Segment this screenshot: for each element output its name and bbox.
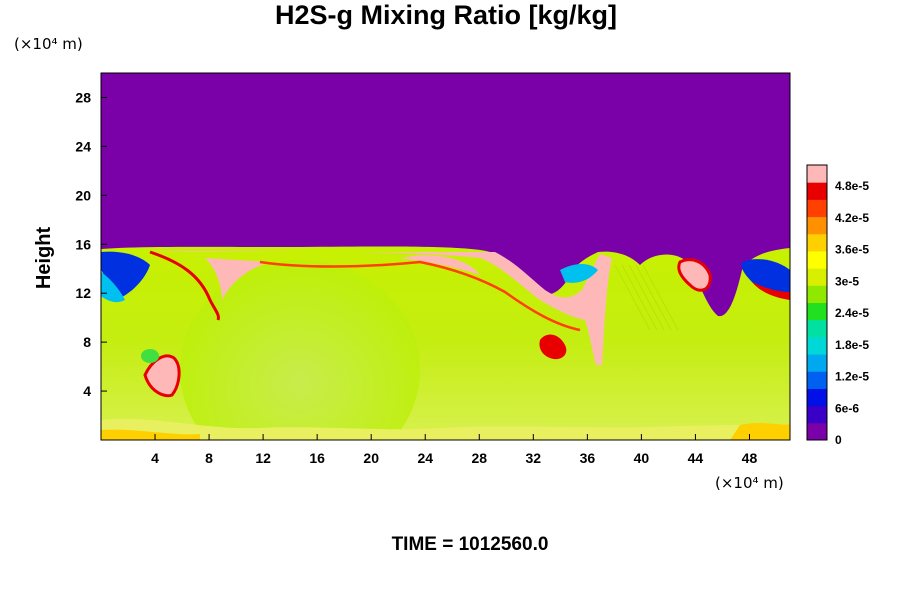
colorbar-tick-label: 2.4e-5 — [835, 306, 869, 320]
pink-right-lobe — [400, 255, 480, 275]
x-tick-label: 36 — [580, 450, 596, 466]
colorbar-swatch — [807, 285, 827, 303]
colorbar-swatch — [807, 302, 827, 321]
colorbar-tick-label: 6e-6 — [835, 401, 859, 415]
wave-stripes — [614, 264, 679, 331]
red-blob — [539, 334, 567, 360]
upper-field — [101, 73, 790, 317]
plot-area — [101, 73, 790, 440]
red-outline-center — [259, 260, 581, 332]
y-tick-label: 28 — [75, 89, 91, 105]
pink-blob-lower-left — [143, 354, 181, 398]
colorbar-tick-label: 3e-5 — [835, 274, 859, 288]
x-axis-unit: (×10⁴ m) — [715, 474, 784, 492]
right-swirl-2 — [741, 259, 790, 300]
time-label: TIME = 1012560.0 — [392, 534, 549, 555]
x-tick-label: 20 — [363, 450, 379, 466]
x-tick-label: 24 — [417, 450, 433, 466]
colorbar-swatch — [807, 250, 827, 269]
x-axis-ticks: 4 8 12 16 20 24 28 32 36 40 44 48 — [151, 434, 757, 466]
colorbar-swatch — [807, 216, 827, 235]
pink-wedge — [205, 258, 270, 300]
colorbar-swatch — [807, 405, 827, 424]
y-tick-label: 24 — [75, 138, 91, 154]
x-tick-label: 12 — [255, 450, 271, 466]
y-tick-label: 20 — [75, 187, 91, 203]
y-axis-label: Height — [33, 227, 55, 290]
bottom-orange-patch — [101, 429, 200, 440]
y-tick-label: 16 — [75, 236, 91, 252]
x-tick-label: 44 — [688, 450, 704, 466]
colorbar-swatch — [807, 371, 827, 389]
x-tick-label: 32 — [526, 450, 542, 466]
right-swirl-1 — [677, 258, 712, 292]
colorbar-tick-label: 4.8e-5 — [835, 179, 869, 193]
y-tick-label: 12 — [75, 285, 91, 301]
colorbar-tick-label: 4.2e-5 — [835, 211, 869, 225]
central-bubble — [180, 260, 420, 440]
y-axis-ticks: 4 8 12 16 20 24 28 — [75, 89, 107, 399]
x-tick-label: 28 — [471, 450, 487, 466]
colorbar-tick-label: 1.2e-5 — [835, 370, 869, 384]
y-tick-label: 8 — [83, 334, 91, 350]
colorbar-swatch — [807, 165, 827, 183]
y-tick-label: 4 — [83, 383, 91, 399]
colorbar-swatch — [807, 336, 827, 355]
colorbar-swatch — [807, 354, 827, 372]
green-dot — [141, 349, 159, 363]
cyan-edge-center — [560, 264, 598, 283]
x-tick-label: 16 — [309, 450, 325, 466]
colorbar-swatch — [807, 182, 827, 200]
plot-frame — [100, 72, 791, 441]
x-tick-label: 40 — [634, 450, 650, 466]
colorbar-tick-label: 3.6e-5 — [835, 243, 869, 257]
colorbar-tick-label: 0 — [835, 433, 842, 447]
colorbar-swatch — [807, 268, 827, 286]
colorbar-swatch — [807, 319, 827, 338]
colorbar-swatch — [807, 388, 827, 407]
y-axis-unit: (×10⁴ m) — [14, 35, 83, 53]
bottom-band — [101, 418, 790, 440]
left-cyan-edge — [101, 272, 125, 303]
x-tick-label: 4 — [151, 450, 159, 466]
colorbar-swatch — [807, 233, 827, 252]
chart-title: H2S-g Mixing Ratio [kg/kg] — [275, 0, 617, 30]
x-tick-label: 48 — [742, 450, 758, 466]
right-red-edge — [752, 282, 790, 300]
x-tick-label: 8 — [205, 450, 213, 466]
colorbar-swatch — [807, 199, 827, 218]
colorbar-tick-label: 1.8e-5 — [835, 338, 869, 352]
colorbar: 0 6e-6 1.2e-5 1.8e-5 2.4e-5 3e-5 3.6e-5 4.2e-5 4… — [806, 164, 869, 447]
colorbar-frame — [806, 164, 828, 441]
bottom-right-patch — [730, 422, 790, 440]
colorbar-swatch — [807, 422, 827, 441]
red-outline-left — [149, 250, 220, 321]
